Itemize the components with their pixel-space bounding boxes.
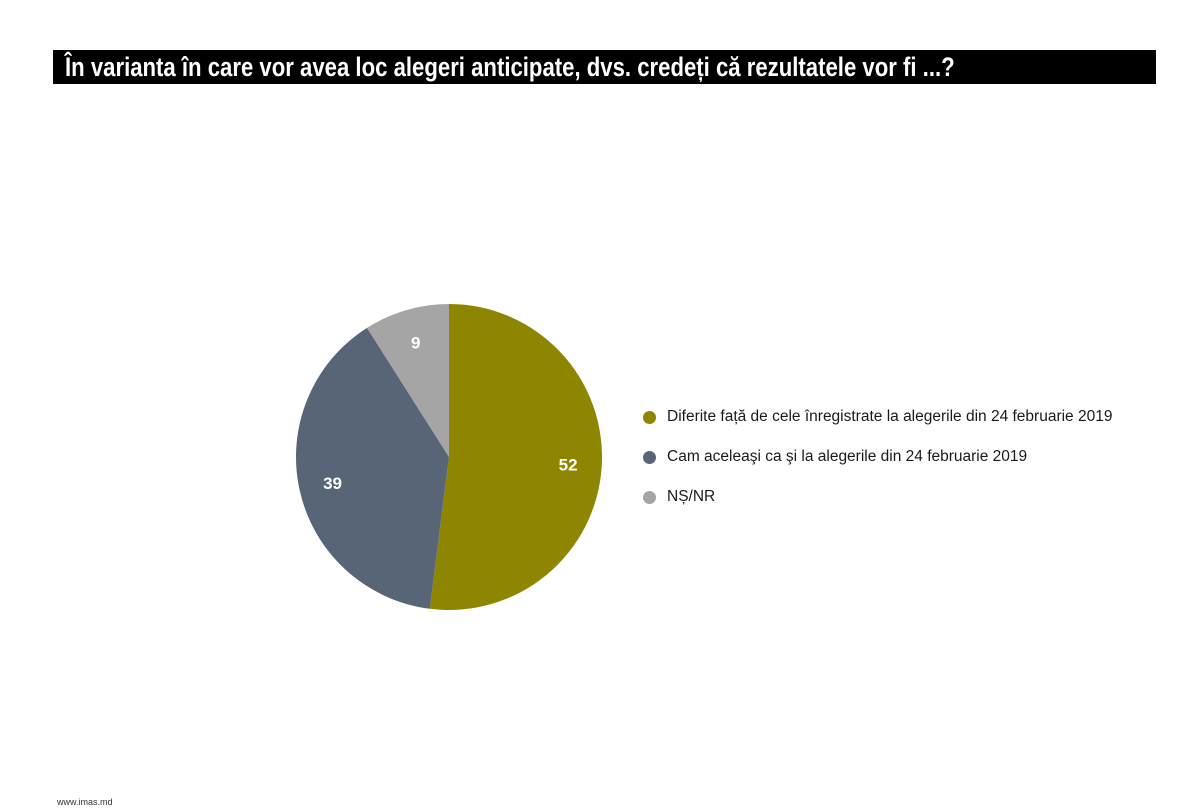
footer-url: www.imas.md [57,797,113,807]
legend-marker-icon [643,410,656,424]
legend-item-same: Cam aceleaşi ca şi la alegerile din 24 f… [643,448,1027,466]
legend-label: Diferite față de cele înregistrate la al… [667,408,1113,425]
title-bar: În varianta în care vor avea loc alegeri… [53,50,1156,84]
legend-label: NȘ/NR [667,488,716,505]
data-label: 9 [411,333,420,352]
legend-item-different: Diferite față de cele înregistrate la al… [643,408,1112,426]
legend-marker-icon [643,490,656,504]
pie-slice [367,304,449,457]
data-label: 39 [323,474,342,493]
pie-slice [429,304,602,610]
data-label: 52 [559,455,578,474]
chart-title: În varianta în care vor avea loc alegeri… [65,52,955,82]
legend-label: Cam aceleaşi ca şi la alegerile din 24 f… [667,448,1028,465]
legend-item-ns-nr: NȘ/NR [643,488,715,506]
legend-marker-icon [643,450,656,464]
pie-slice [295,327,449,609]
